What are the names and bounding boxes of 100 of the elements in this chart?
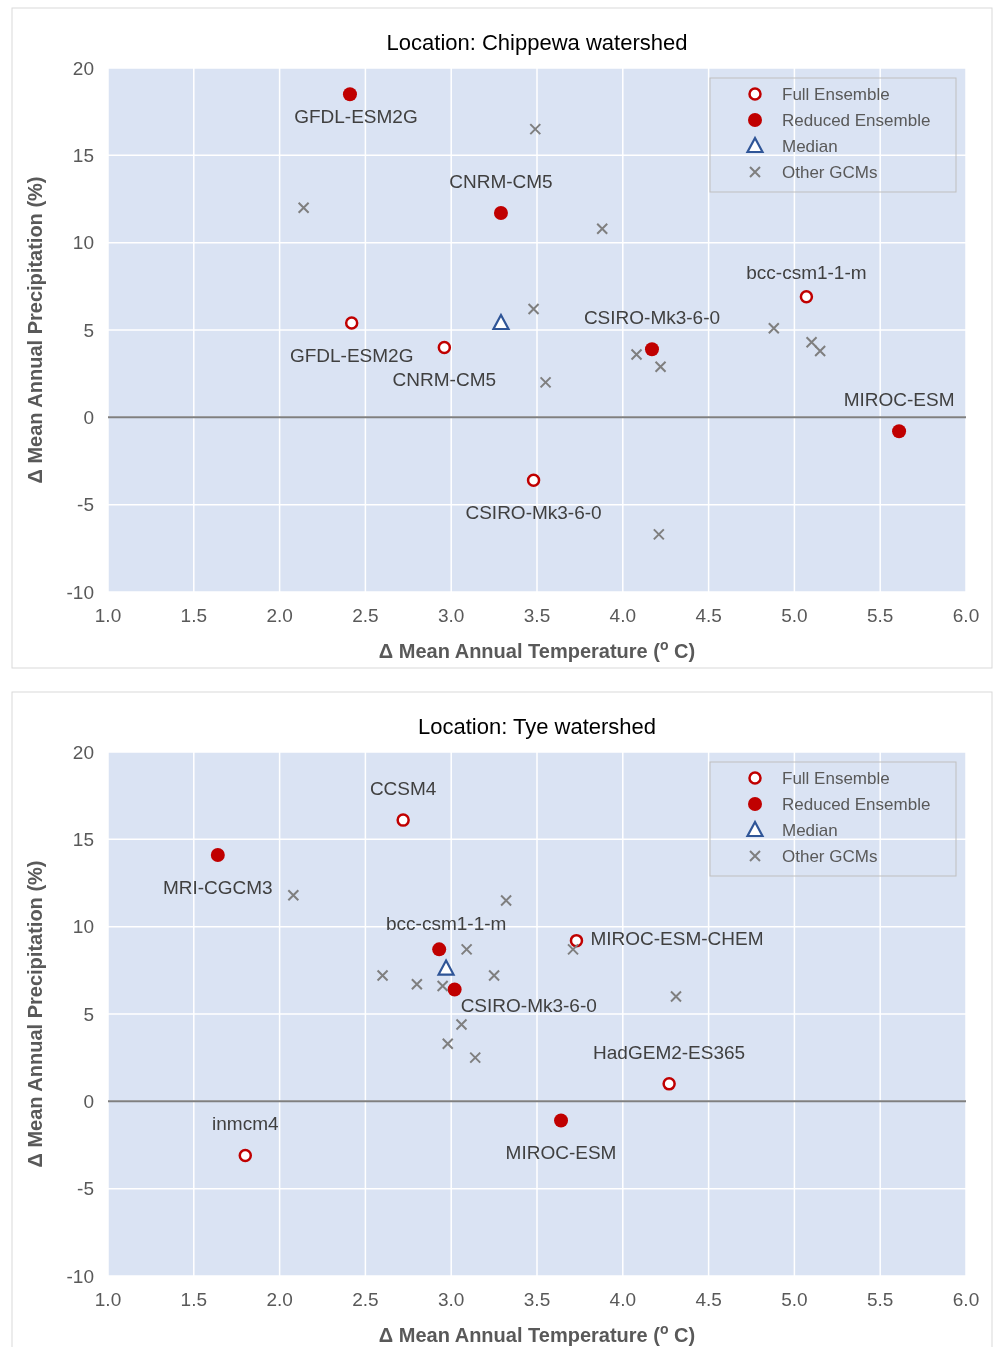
point <box>567 943 580 956</box>
x-tick-label: 5.5 <box>866 605 894 626</box>
x-tick-label: 3.5 <box>523 605 551 626</box>
y-tick-label: 20 <box>72 741 94 763</box>
x-tick-label: 4.0 <box>609 605 637 626</box>
x-tick-label: 1.0 <box>94 605 122 626</box>
annotation: CSIRO-Mk3-6-0 <box>460 995 597 1017</box>
x-tick-label: 3.0 <box>437 605 465 626</box>
x-tick-label: 2.5 <box>352 1289 379 1310</box>
point <box>210 848 225 863</box>
x-axis-title: Δ Mean Annual Temperature ($^{o}$ C) <box>378 1321 696 1346</box>
x-tick-label: 1.0 <box>94 1289 122 1310</box>
x-tick-label: 2.5 <box>352 605 379 626</box>
y-tick-label: -10 <box>66 1265 94 1287</box>
point <box>805 336 818 349</box>
point <box>436 980 449 993</box>
point <box>596 222 609 235</box>
annotation: CNRM-CM5 <box>392 369 497 391</box>
annotation: HadGEM2-ES365 <box>593 1041 746 1063</box>
point <box>554 1113 569 1128</box>
legend-label: Reduced Ensemble <box>782 110 931 130</box>
annotation: CSIRO-Mk3-6-0 <box>583 306 721 328</box>
point <box>767 322 780 335</box>
annotation: MRI-CGCM3 <box>162 876 273 898</box>
point <box>437 340 452 355</box>
point <box>297 201 310 214</box>
point <box>396 813 410 827</box>
y-tick-label: -5 <box>77 494 94 516</box>
point <box>287 889 300 902</box>
point <box>569 933 584 948</box>
x-tick-label: 5.0 <box>781 1289 808 1310</box>
x-axis-title: Δ Mean Annual Temperature ($^{o}$ C) <box>378 637 696 662</box>
x-tick-label: 3.0 <box>437 1289 465 1310</box>
point <box>238 1148 253 1163</box>
legend-label: Other GCMs <box>782 162 878 182</box>
x-tick-label: 4.5 <box>695 605 722 626</box>
point <box>492 313 510 331</box>
point <box>799 290 814 304</box>
legend-label: Median <box>782 136 838 156</box>
annotation: MIROC-ESM <box>843 388 955 410</box>
legend-label: Full Ensemble <box>782 84 890 104</box>
point <box>814 344 827 357</box>
annotation: bcc-csm1-1-m <box>386 913 507 935</box>
point <box>539 376 552 389</box>
point <box>469 1051 482 1064</box>
y-tick-label: 0 <box>83 1090 94 1112</box>
y-axis-title: Δ Mean Annual Precipitation (%) <box>24 176 46 484</box>
y-tick-label: 0 <box>83 406 94 428</box>
annotation: GFDL-ESM2G <box>289 344 414 366</box>
x-tick-label: 2.0 <box>266 605 293 626</box>
x-tick-label: 5.0 <box>781 605 808 626</box>
y-tick-label: 15 <box>72 828 94 850</box>
point <box>644 342 659 357</box>
point <box>437 959 455 976</box>
point <box>662 1077 676 1091</box>
point <box>344 316 359 330</box>
x-tick-label: 6.0 <box>952 605 980 626</box>
x-tick-label: 5.5 <box>866 1289 894 1310</box>
x-tick-label: 6.0 <box>952 1289 980 1310</box>
point <box>529 123 542 136</box>
y-tick-label: 5 <box>83 1003 94 1025</box>
point <box>432 942 447 957</box>
x-tick-label: 1.5 <box>180 1289 208 1310</box>
annotation: GFDL-ESM2G <box>294 105 418 127</box>
point <box>527 303 540 316</box>
point <box>493 205 508 220</box>
point <box>447 982 462 997</box>
point <box>654 360 667 373</box>
annotation: CNRM-CM5 <box>449 170 553 192</box>
y-tick-label: 5 <box>83 319 94 341</box>
point <box>488 969 501 982</box>
x-tick-label: 2.0 <box>266 1289 293 1310</box>
point <box>526 473 541 487</box>
legend-label: Other GCMs <box>782 846 878 866</box>
annotation: CSIRO-Mk3-6-0 <box>465 501 602 523</box>
point <box>670 990 682 1003</box>
point <box>892 424 907 439</box>
y-tick-label: 10 <box>72 916 94 938</box>
x-tick-label: 1.5 <box>180 605 208 626</box>
point <box>410 978 423 991</box>
legend-label: Reduced Ensemble <box>782 794 931 814</box>
point <box>342 87 357 102</box>
chart-title: Location: Tye watershed <box>417 714 657 739</box>
x-tick-label: 4.0 <box>609 1289 637 1310</box>
legend-label: Full Ensemble <box>782 768 890 788</box>
annotation: inmcm4 <box>212 1113 279 1135</box>
y-tick-label: -5 <box>77 1178 94 1200</box>
y-tick-label: 20 <box>72 57 94 79</box>
point <box>500 894 513 907</box>
annotation: MIROC-ESM <box>505 1142 617 1164</box>
annotation: bcc-csm1-1-m <box>746 262 867 284</box>
x-tick-label: 3.5 <box>523 1289 551 1310</box>
point <box>460 943 473 956</box>
y-tick-label: -10 <box>66 581 94 603</box>
legend-label: Median <box>782 820 838 840</box>
chart-title: Location: Chippewa watershed <box>386 30 688 55</box>
point <box>630 348 643 361</box>
annotation: MIROC-ESM-CHEM <box>590 928 764 950</box>
y-tick-label: 15 <box>72 144 94 166</box>
x-tick-label: 4.5 <box>695 1289 722 1310</box>
